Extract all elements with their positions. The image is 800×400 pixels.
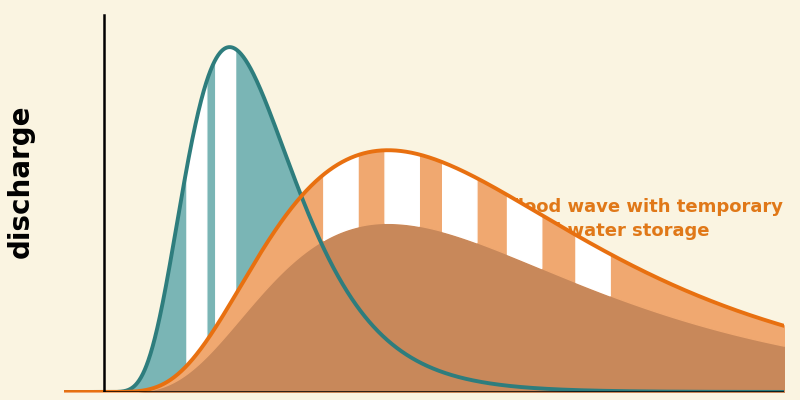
Text: discharge: discharge: [6, 104, 35, 258]
Text: flood wave with temporary
flood water storage: flood wave with temporary flood water st…: [510, 198, 783, 240]
